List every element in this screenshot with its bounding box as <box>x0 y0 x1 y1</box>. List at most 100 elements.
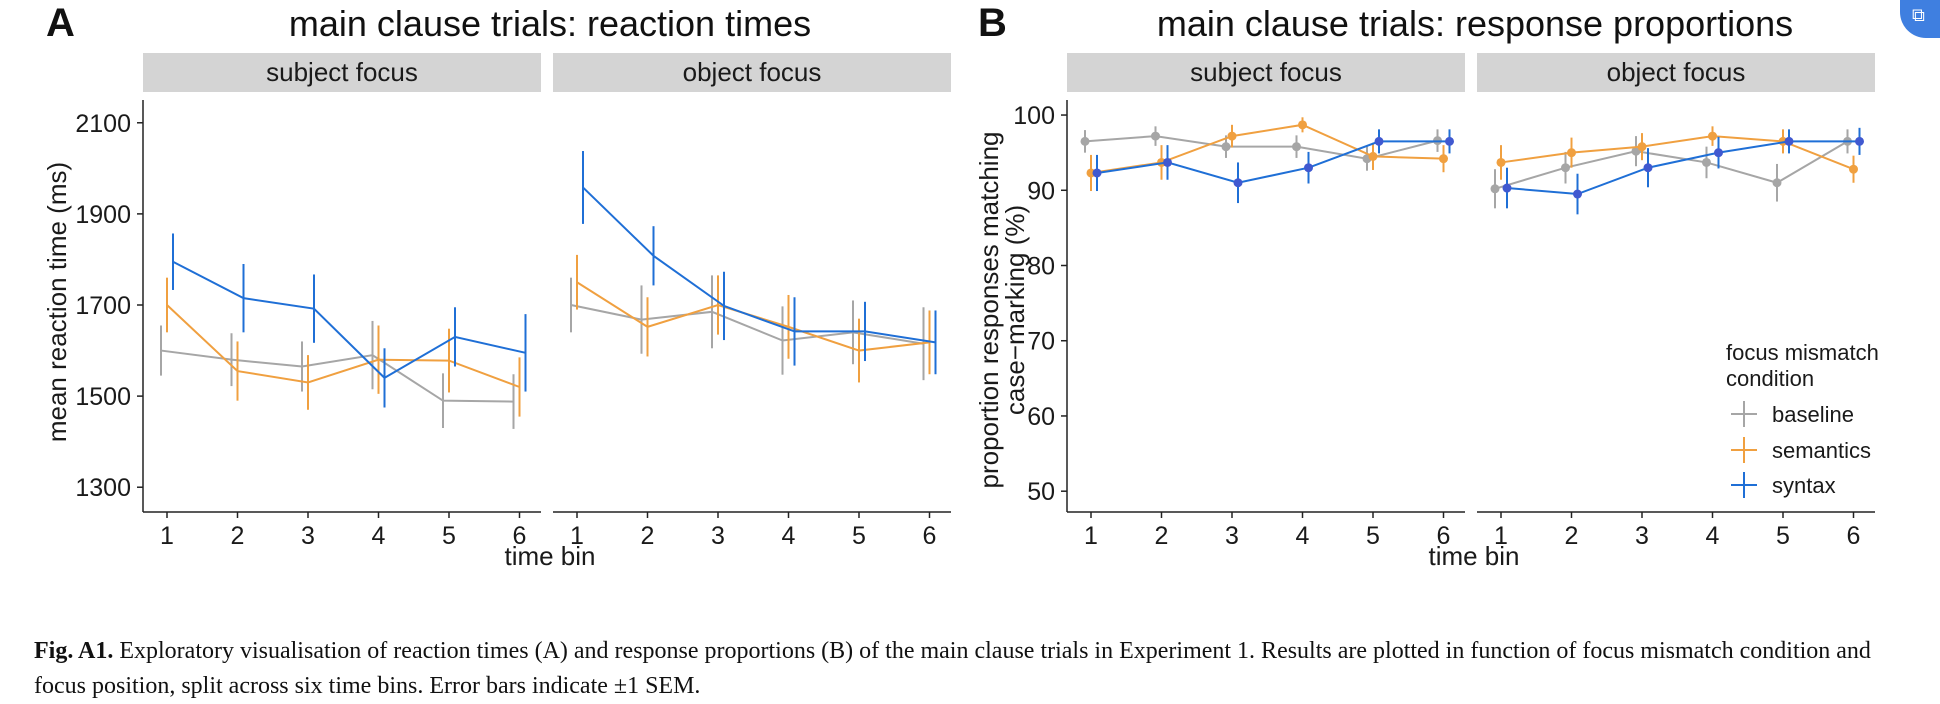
x-tick-label: 6 <box>1847 522 1861 550</box>
data-point-semantics <box>1368 151 1378 161</box>
data-point-semantics <box>1298 120 1307 130</box>
data-point-baseline <box>1080 136 1090 146</box>
strip-a-object-label: object focus <box>683 57 822 87</box>
x-tick-label: 1 <box>570 522 584 550</box>
x-tick-label: 1 <box>1494 522 1508 550</box>
data-point-baseline <box>1772 178 1782 188</box>
x-tick-label: 2 <box>641 522 655 550</box>
data-point-syntax <box>1233 178 1243 188</box>
figure-caption: Fig. A1. Exploratory visualisation of re… <box>34 634 1914 704</box>
y-tick-label: 1900 <box>75 201 131 229</box>
panel-b-ylabel-line1: proportion responses matching <box>974 132 1004 489</box>
data-point-semantics <box>1227 131 1237 141</box>
data-point-baseline <box>1490 184 1500 194</box>
y-tick-label: 90 <box>1027 177 1055 205</box>
panel-letter-b: B <box>978 1 1007 45</box>
series-line-syntax <box>1096 140 1450 184</box>
x-tick-label: 2 <box>1565 522 1579 550</box>
y-tick-label: 1500 <box>75 383 131 411</box>
data-point-syntax <box>1714 148 1723 158</box>
data-point-semantics <box>1496 157 1506 167</box>
panel-b-title: main clause trials: response proportions <box>1157 3 1793 44</box>
legend-title-line1: focus mismatch <box>1726 340 1879 365</box>
panel-a-xlabel: time bin <box>504 541 595 571</box>
x-tick-label: 3 <box>711 522 725 550</box>
data-point-baseline <box>1561 163 1570 173</box>
x-tick-label: 5 <box>852 522 866 550</box>
y-tick-label: 60 <box>1027 403 1055 431</box>
data-point-syntax <box>1092 168 1102 178</box>
data-point-baseline <box>1702 157 1711 167</box>
series-line-syntax <box>582 186 936 344</box>
series-line-semantics <box>166 304 520 388</box>
legend-label-semantics: semantics <box>1772 438 1871 463</box>
data-point-semantics <box>1849 164 1858 174</box>
x-tick-label: 2 <box>1155 522 1169 550</box>
x-tick-label: 3 <box>301 522 315 550</box>
panel-a-title: main clause trials: reaction times <box>289 3 811 44</box>
data-point-syntax <box>1445 136 1454 146</box>
data-point-syntax <box>1502 183 1512 193</box>
data-point-baseline <box>1221 142 1231 152</box>
x-tick-label: 6 <box>923 522 937 550</box>
x-tick-label: 4 <box>1296 522 1310 550</box>
strip-a-subject <box>143 53 541 92</box>
panel-letter-a: A <box>46 1 75 45</box>
series-line-baseline <box>1494 140 1849 190</box>
x-tick-label: 2 <box>231 522 245 550</box>
data-point-syntax <box>1573 189 1582 199</box>
data-point-syntax <box>1643 163 1653 173</box>
data-point-syntax <box>1855 136 1864 146</box>
x-tick-label: 4 <box>1706 522 1720 550</box>
y-tick-label: 1700 <box>75 292 131 320</box>
strip-a-subject-label: subject focus <box>266 57 418 87</box>
panel-b-xlabel: time bin <box>1428 541 1519 571</box>
data-point-semantics <box>1708 131 1717 141</box>
data-point-syntax <box>1163 157 1172 167</box>
x-tick-label: 3 <box>1225 522 1239 550</box>
series-line-syntax <box>1506 140 1860 196</box>
legend-label-syntax: syntax <box>1772 473 1836 498</box>
x-tick-label: 1 <box>1084 522 1098 550</box>
series-line-baseline <box>1084 135 1438 160</box>
x-tick-label: 5 <box>1366 522 1380 550</box>
figure-canvas: A main clause trials: reaction times B m… <box>42 1 1879 571</box>
strip-b-object-label: object focus <box>1607 57 1746 87</box>
data-point-semantics <box>1567 148 1576 158</box>
x-tick-label: 6 <box>1437 522 1451 550</box>
data-point-syntax <box>1374 136 1384 146</box>
x-tick-label: 3 <box>1635 522 1649 550</box>
y-tick-label: 80 <box>1027 253 1055 281</box>
y-tick-label: 2100 <box>75 110 131 138</box>
strip-b-subject <box>1067 53 1465 92</box>
x-tick-label: 5 <box>442 522 456 550</box>
x-tick-label: 5 <box>1776 522 1790 550</box>
data-point-baseline <box>1292 142 1301 152</box>
legend-title-line2: condition <box>1726 366 1814 391</box>
legend: focus mismatch condition baseline semant… <box>1726 340 1879 498</box>
series-line-syntax <box>172 260 526 380</box>
x-tick-label: 6 <box>513 522 527 550</box>
series-line-baseline <box>160 349 514 403</box>
y-tick-label: 70 <box>1027 328 1055 356</box>
panel-b-ylabel-line2: case−marking (%) <box>1000 205 1030 415</box>
data-point-semantics <box>1637 142 1647 152</box>
y-tick-label: 1300 <box>75 474 131 502</box>
strip-a-object <box>553 53 951 92</box>
caption-label: Fig. A1. <box>34 638 114 664</box>
y-tick-label: 50 <box>1027 478 1055 506</box>
x-tick-label: 4 <box>782 522 796 550</box>
legend-label-baseline: baseline <box>1772 402 1854 427</box>
y-tick-label: 100 <box>1013 102 1055 130</box>
strip-b-subject-label: subject focus <box>1190 57 1342 87</box>
x-tick-label: 4 <box>372 522 386 550</box>
data-point-syntax <box>1304 163 1313 173</box>
data-point-baseline <box>1151 131 1160 141</box>
data-point-syntax <box>1784 136 1794 146</box>
strip-b-object <box>1477 53 1875 92</box>
series-line-semantics <box>1500 135 1854 171</box>
panel-a-ylabel: mean reaction time (ms) <box>42 162 72 442</box>
data-point-semantics <box>1439 154 1448 164</box>
x-tick-label: 1 <box>160 522 174 550</box>
caption-text: Exploratory visualisation of reaction ti… <box>34 638 1871 699</box>
